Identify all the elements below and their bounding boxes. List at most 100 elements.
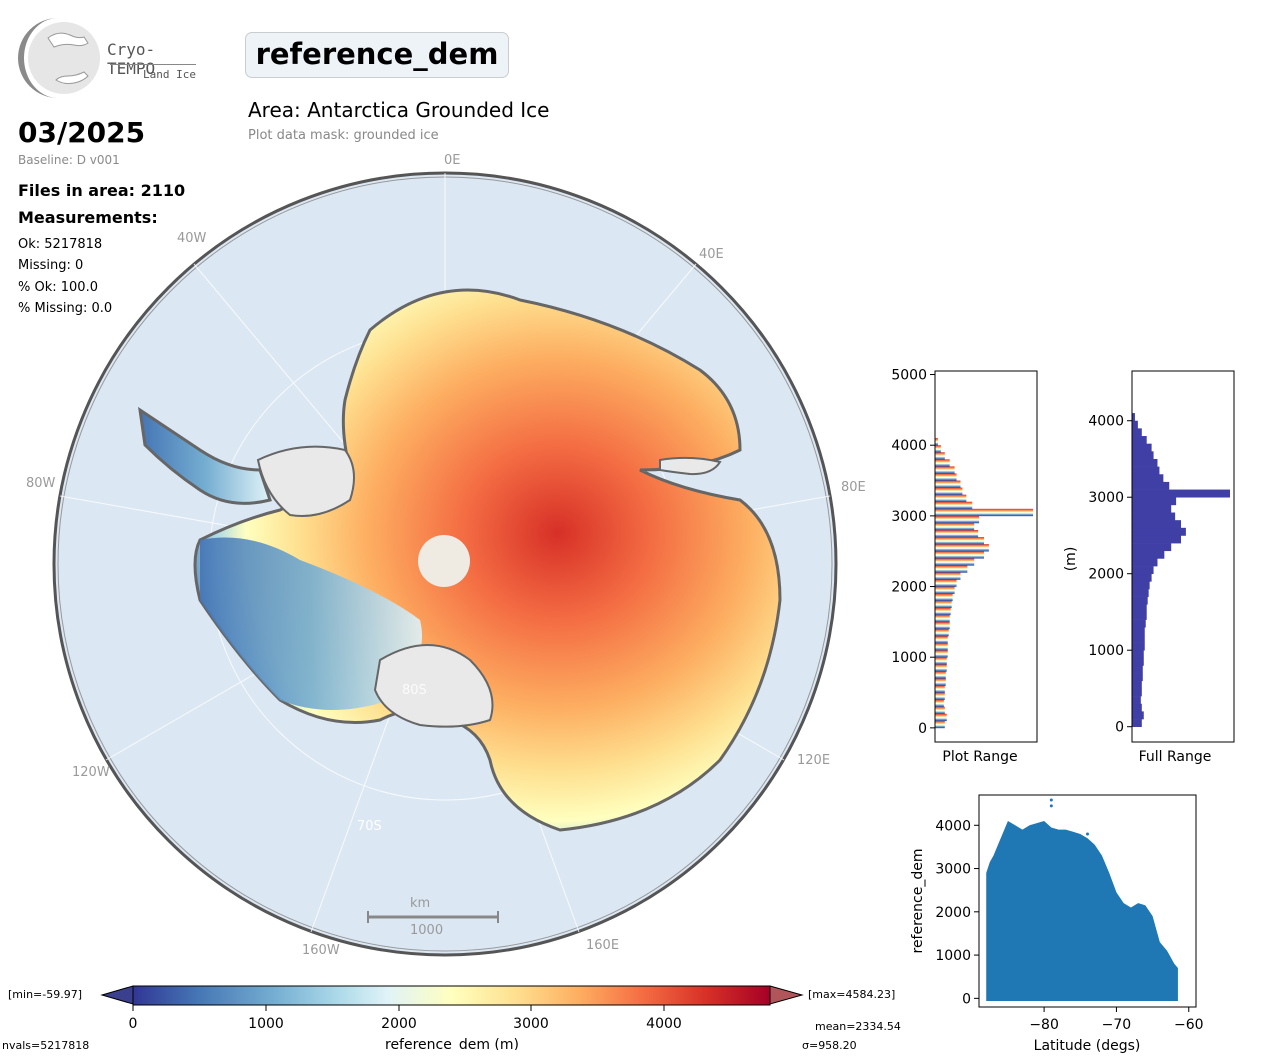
files-count: Files in area: 2110 <box>18 181 186 200</box>
hist2-ticks: 0 1000 2000 3000 4000 <box>1088 414 1132 736</box>
hist2-bar <box>1132 596 1148 605</box>
hist1-bar <box>935 614 950 623</box>
hist1-bar <box>935 466 955 474</box>
pct-missing: % Missing: 0.0 <box>18 301 113 316</box>
scatter-ylabel: reference_dem <box>910 849 926 954</box>
hist1-bar <box>935 706 945 715</box>
hist2-bar <box>1132 650 1144 659</box>
hist2-bar <box>1132 703 1142 712</box>
antarctica-map <box>52 171 838 957</box>
hist2-bar <box>1132 696 1141 705</box>
scatter-frame <box>978 794 1197 1008</box>
hist2-bar <box>1132 428 1142 437</box>
hist1-bar <box>935 720 945 729</box>
hist2-bar <box>1132 535 1181 544</box>
hist1-ticks: 0 1000 2000 3000 4000 5000 <box>891 368 935 737</box>
hist2-bar <box>1132 634 1145 643</box>
hist1-bar <box>935 692 945 700</box>
hist2-bar <box>1132 611 1147 620</box>
lon-label-80w: 80W <box>26 476 56 491</box>
ok-count: Ok: 5217818 <box>18 237 103 252</box>
scatter-cloud <box>986 798 1178 1001</box>
hist1-bar <box>935 593 953 601</box>
hist2-bar <box>1132 512 1176 521</box>
hist2-bar <box>1132 657 1144 666</box>
baseline-label: Baseline: D v001 <box>18 153 120 167</box>
hist2-bar <box>1132 458 1158 467</box>
hist1-bar <box>935 438 938 446</box>
logo-subtitle: Land Ice <box>143 68 196 81</box>
colorbar: 0 1000 2000 3000 4000 reference_dem (m) <box>100 985 804 1050</box>
hist1-bar <box>935 600 952 609</box>
hist1-bar <box>935 685 945 693</box>
lon-label-160e: 160E <box>586 938 620 953</box>
hist2-bar <box>1132 550 1165 559</box>
scatter-ytick-label: 1000 <box>935 948 971 964</box>
colorbar-min-arrow <box>100 985 134 1005</box>
sigma-label: σ=958.20 <box>802 1039 857 1052</box>
colorbar-tick-2000: 2000 <box>381 1016 417 1032</box>
hist1-bar <box>935 713 947 722</box>
hist2-frame <box>1131 370 1235 743</box>
hist2-ylabel: (m) <box>1063 547 1079 572</box>
hist2-bar <box>1132 420 1138 429</box>
scalebar-value: 1000 <box>410 923 444 938</box>
measurements-heading: Measurements: <box>18 208 158 227</box>
hist1-bar <box>935 579 957 587</box>
hist1-bar <box>935 452 945 460</box>
hist1-ytick-label: 1000 <box>891 650 927 666</box>
hist2-bar <box>1132 665 1143 674</box>
hist1-bar <box>935 643 948 651</box>
hist1-bar <box>935 487 963 495</box>
hist2-bar <box>1132 627 1145 636</box>
hist1-bar <box>935 664 947 672</box>
hist2-bar <box>1132 619 1146 628</box>
colorbar-label: reference_dem (m) <box>385 1037 519 1050</box>
hist2-xlabel: Full Range <box>1139 749 1212 765</box>
parameter-title-box: reference_dem <box>245 32 509 78</box>
scatter-latitude: 0 1000 2000 3000 4000 −80 −70 −60 Latitude (deg… <box>910 794 1204 1054</box>
pole-hole <box>418 535 470 587</box>
scatter-ytick-label: 4000 <box>935 818 971 834</box>
hist1-bar <box>935 572 961 580</box>
scale-bar <box>367 911 499 923</box>
hist1-bar <box>935 544 989 552</box>
hist1-bar <box>935 657 947 665</box>
colorbar-gradient <box>132 985 771 1006</box>
mean-label: mean=2334.54 <box>815 1020 901 1033</box>
colorbar-tick-0: 0 <box>129 1016 138 1032</box>
scatter-xtick-label: −80 <box>1029 1017 1059 1033</box>
hist1-bar <box>935 480 961 488</box>
cryotempo-logo: Cryo-TEMPO Land Ice <box>18 16 203 100</box>
hist1-bar <box>935 607 951 616</box>
hist2-bar <box>1132 466 1160 475</box>
hist2-bar <box>1132 481 1170 490</box>
colorbar-min-label: [min=-59.97] <box>8 988 83 1001</box>
colorbar-ticks <box>132 1005 665 1011</box>
scatter-point <box>1086 832 1089 836</box>
scatter-xtick-label: −60 <box>1174 1017 1204 1033</box>
histogram-plot-range: 0 1000 2000 3000 4000 5000 Plot Range <box>891 368 1038 765</box>
logo-title: Cryo-TEMPO <box>107 40 156 78</box>
hist1-bar <box>935 621 950 630</box>
hist1-bar <box>935 515 980 524</box>
hist1-bar <box>935 678 946 686</box>
hist1-bar <box>935 671 946 679</box>
scatter-ytick-label: 3000 <box>935 862 971 878</box>
hist1-xlabel: Plot Range <box>942 749 1017 765</box>
area-title: Area: Antarctica Grounded Ice <box>248 98 550 122</box>
hist1-bar <box>935 459 950 467</box>
hist1-ytick-label: 5000 <box>891 368 927 384</box>
hist1-bar <box>935 699 944 707</box>
ross-ice-shelf <box>373 644 494 728</box>
hist2-bar <box>1132 719 1142 728</box>
ronne-ice-shelf <box>256 445 355 517</box>
hist2-ytick-label: 3000 <box>1088 490 1124 506</box>
hist1-bar <box>935 565 968 573</box>
colorbar-tick-1000: 1000 <box>248 1016 284 1032</box>
hist2-bar <box>1132 436 1147 444</box>
hist1-ytick-label: 0 <box>918 721 927 737</box>
west-antarctica <box>200 537 422 710</box>
hist2-bar <box>1132 489 1230 498</box>
hist2-bar <box>1132 581 1150 590</box>
